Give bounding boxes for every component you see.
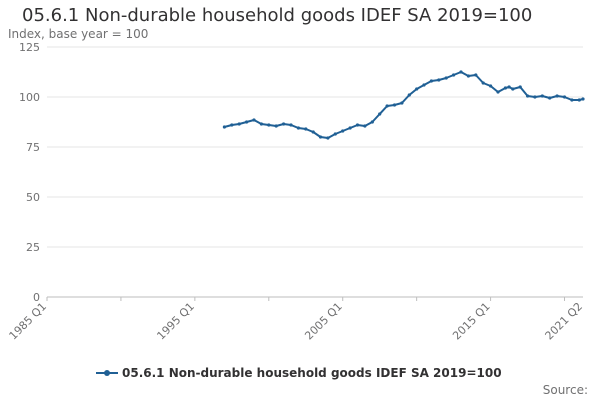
data-point-0-15	[333, 132, 337, 136]
data-point-0-13	[318, 135, 323, 139]
data-point-0-30	[444, 76, 448, 80]
data-point-0-5	[259, 122, 263, 126]
data-point-0-32	[459, 70, 463, 74]
data-point-0-23	[392, 103, 397, 107]
data-point-0-37	[496, 90, 500, 94]
data-point-0-4	[252, 118, 256, 122]
data-point-0-39	[507, 85, 511, 89]
chart-subtitle: Index, base year = 100	[8, 27, 149, 41]
data-point-0-33	[466, 74, 470, 78]
data-point-0-6	[267, 123, 271, 127]
legend-swatch	[96, 367, 118, 379]
data-point-0-9	[289, 123, 293, 127]
data-point-0-19	[363, 124, 367, 128]
data-point-0-42	[526, 94, 530, 98]
data-point-0-41	[518, 85, 522, 89]
data-point-0-36	[489, 84, 493, 88]
data-point-0-3	[245, 120, 249, 124]
x-tick-label-0: 1985 Q1	[7, 300, 50, 343]
data-point-0-18	[355, 123, 360, 127]
data-point-0-1	[230, 123, 234, 127]
data-point-0-47	[562, 95, 567, 99]
data-point-0-49	[577, 98, 581, 102]
data-point-0-38	[503, 86, 507, 90]
x-tick-label-1: 1995 Q1	[154, 300, 197, 343]
source-label: Source:	[542, 383, 588, 397]
data-point-0-10	[296, 126, 300, 130]
data-point-0-16	[341, 129, 345, 133]
data-point-0-17	[348, 126, 352, 130]
data-point-0-26	[415, 87, 419, 91]
data-point-0-27	[422, 83, 426, 87]
data-point-0-45	[548, 96, 552, 100]
data-point-0-48	[570, 98, 574, 102]
data-point-0-31	[452, 73, 456, 77]
data-point-0-50	[581, 97, 585, 101]
series-line-0	[223, 71, 584, 139]
y-tick-label-25: 25	[26, 241, 40, 254]
data-point-0-40	[511, 87, 515, 91]
data-point-0-43	[533, 95, 537, 99]
data-point-0-2	[237, 122, 241, 126]
legend[interactable]: 05.6.1 Non-durable household goods IDEF …	[96, 366, 502, 380]
data-point-0-8	[282, 122, 286, 126]
y-tick-label-100: 100	[19, 91, 40, 104]
data-point-0-29	[437, 78, 441, 82]
legend-label: 05.6.1 Non-durable household goods IDEF …	[122, 366, 502, 380]
y-tick-label-0: 0	[33, 291, 40, 304]
y-tick-label-50: 50	[26, 191, 40, 204]
data-point-0-35	[481, 81, 485, 85]
data-point-0-28	[429, 79, 433, 83]
chart-title: 05.6.1 Non-durable household goods IDEF …	[22, 5, 533, 26]
data-point-0-0	[222, 125, 226, 129]
data-point-0-12	[311, 130, 315, 134]
data-point-0-46	[555, 94, 559, 98]
x-tick-label-4: 2021 Q2	[543, 300, 586, 343]
data-point-0-14	[326, 136, 330, 140]
data-point-0-44	[540, 94, 544, 98]
x-tick-label-2: 2005 Q1	[302, 300, 345, 343]
x-tick-label-3: 2015 Q1	[450, 300, 493, 343]
y-tick-label-125: 125	[19, 41, 40, 54]
data-point-0-34	[474, 73, 478, 77]
y-tick-label-75: 75	[26, 141, 40, 154]
data-point-0-24	[400, 101, 404, 105]
data-point-0-22	[385, 104, 389, 108]
legend-dot	[104, 370, 110, 376]
data-point-0-21	[378, 112, 382, 116]
data-point-0-25	[407, 93, 411, 97]
data-point-0-7	[274, 124, 278, 128]
data-point-0-20	[370, 120, 374, 124]
data-point-0-11	[304, 127, 308, 131]
